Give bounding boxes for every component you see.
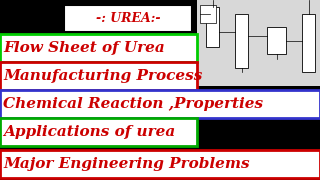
Text: Flow Sheet of Urea: Flow Sheet of Urea <box>3 41 165 55</box>
Bar <box>267 27 286 54</box>
Text: Manufacturing Process: Manufacturing Process <box>3 69 203 83</box>
Bar <box>302 14 315 72</box>
Text: Applications of urea: Applications of urea <box>3 125 175 139</box>
Bar <box>206 7 219 47</box>
Bar <box>0 62 197 90</box>
Bar <box>64 5 192 32</box>
Bar <box>197 0 320 86</box>
Bar <box>200 5 216 23</box>
Text: -: UREA:-: -: UREA:- <box>96 12 160 25</box>
Bar <box>0 150 320 178</box>
Text: Chemical Reaction ,Properties: Chemical Reaction ,Properties <box>3 97 263 111</box>
Text: Major Engineering Problems: Major Engineering Problems <box>3 157 250 171</box>
Bar <box>0 34 197 62</box>
Bar <box>0 118 197 146</box>
Bar <box>235 14 248 68</box>
Bar <box>0 90 320 118</box>
